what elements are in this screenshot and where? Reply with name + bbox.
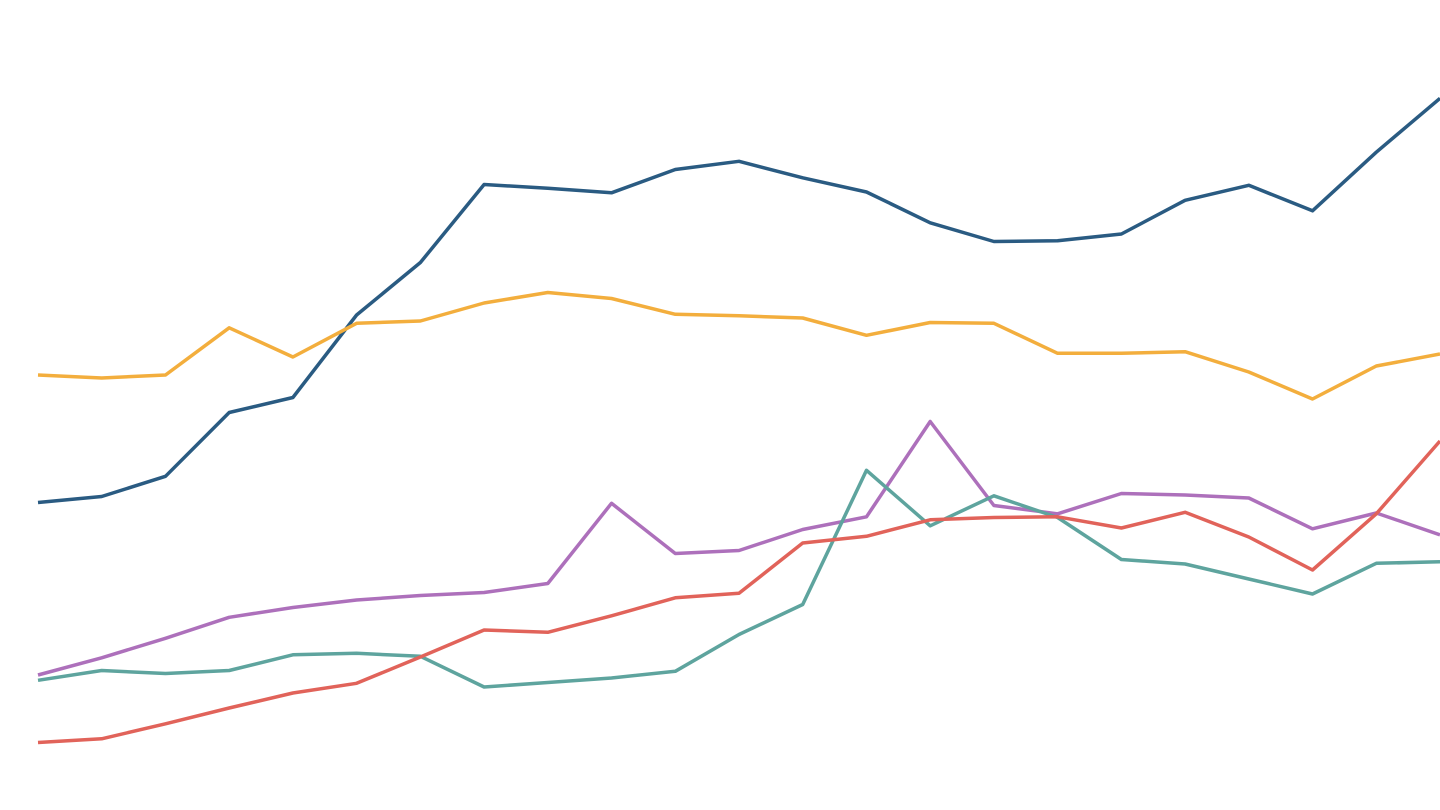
- series-line-4: [37, 468, 1440, 689]
- series-line-3: [37, 419, 1440, 677]
- series-line-2: [37, 290, 1440, 401]
- series-group: [37, 96, 1440, 745]
- series-line-1: [37, 96, 1440, 505]
- series-line-5: [37, 439, 1440, 745]
